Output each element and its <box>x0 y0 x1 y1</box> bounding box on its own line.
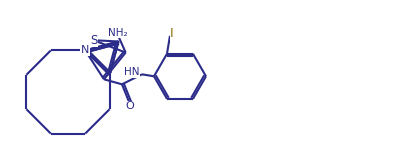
Text: O: O <box>126 101 134 111</box>
Text: I: I <box>170 27 174 40</box>
Text: NH₂: NH₂ <box>108 28 128 38</box>
Text: N: N <box>81 45 89 55</box>
Text: S: S <box>90 34 97 47</box>
Text: HN: HN <box>124 67 140 77</box>
